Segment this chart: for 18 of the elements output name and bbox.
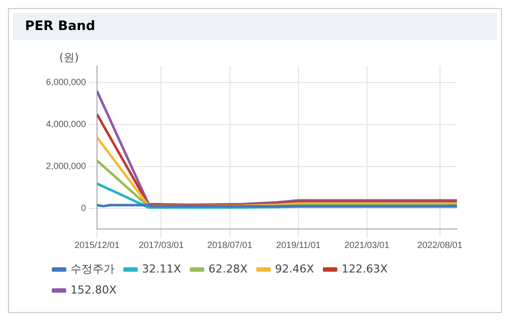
y-tick-label: 4,000,000: [46, 119, 86, 130]
x-tick-label: 2018/07/01: [207, 240, 252, 250]
y-tick-label: 2,000,000: [46, 160, 86, 171]
legend-label: 152.80X: [70, 283, 117, 296]
x-tick-label: 2017/03/01: [138, 240, 184, 250]
y-tick-label: 6,000,000: [46, 77, 86, 88]
legend-label: 92.46X: [275, 262, 315, 276]
legend-label: 32.11X: [142, 262, 182, 276]
x-tick-label: 2022/08/01: [417, 240, 462, 250]
x-tick-label: 2015/12/01: [74, 240, 120, 250]
y-tick-label: 0: [81, 202, 86, 213]
x-tick-label: 2021/03/01: [344, 240, 390, 250]
legend-label: 수정주가: [70, 262, 114, 276]
chart-title: PER Band: [13, 13, 497, 40]
legend-label: 62.28X: [208, 262, 248, 276]
y-axis-title: (원): [59, 50, 79, 64]
x-tick-label: 2019/11/01: [276, 240, 321, 250]
legend-label: 122.63X: [342, 262, 388, 276]
